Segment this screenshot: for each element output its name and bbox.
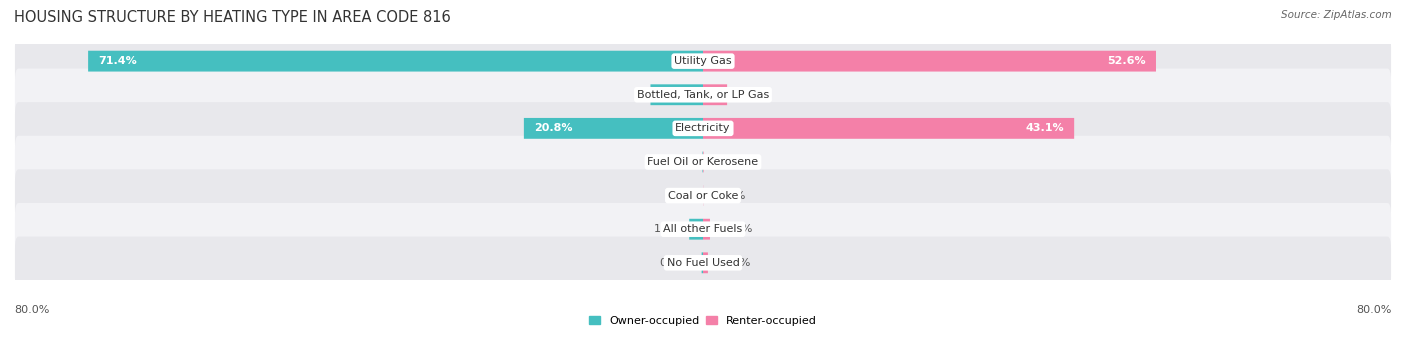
Text: HOUSING STRUCTURE BY HEATING TYPE IN AREA CODE 816: HOUSING STRUCTURE BY HEATING TYPE IN ARE… (14, 10, 451, 25)
FancyBboxPatch shape (651, 84, 703, 105)
FancyBboxPatch shape (703, 84, 727, 105)
Text: 1.6%: 1.6% (654, 224, 682, 234)
Text: 0.07%: 0.07% (710, 157, 745, 167)
FancyBboxPatch shape (689, 219, 703, 240)
Text: 52.6%: 52.6% (1107, 56, 1146, 66)
FancyBboxPatch shape (15, 102, 1391, 154)
FancyBboxPatch shape (15, 169, 1391, 222)
Text: No Fuel Used: No Fuel Used (666, 258, 740, 268)
FancyBboxPatch shape (89, 51, 703, 72)
Text: Bottled, Tank, or LP Gas: Bottled, Tank, or LP Gas (637, 90, 769, 100)
Text: Electricity: Electricity (675, 123, 731, 133)
Text: 80.0%: 80.0% (14, 305, 49, 315)
Text: 0.57%: 0.57% (714, 258, 751, 268)
Text: 20.8%: 20.8% (534, 123, 572, 133)
Text: 71.4%: 71.4% (98, 56, 138, 66)
Text: 43.1%: 43.1% (1025, 123, 1064, 133)
Text: Source: ZipAtlas.com: Source: ZipAtlas.com (1281, 10, 1392, 20)
FancyBboxPatch shape (15, 203, 1391, 255)
Text: 6.1%: 6.1% (661, 90, 692, 100)
Text: Utility Gas: Utility Gas (675, 56, 731, 66)
Legend: Owner-occupied, Renter-occupied: Owner-occupied, Renter-occupied (589, 316, 817, 326)
FancyBboxPatch shape (15, 237, 1391, 289)
Text: 0.06%: 0.06% (661, 157, 696, 167)
Text: All other Fuels: All other Fuels (664, 224, 742, 234)
FancyBboxPatch shape (15, 69, 1391, 121)
Text: 80.0%: 80.0% (1357, 305, 1392, 315)
Text: 0.02%: 0.02% (710, 191, 745, 201)
Text: 0.16%: 0.16% (659, 258, 695, 268)
FancyBboxPatch shape (703, 219, 710, 240)
Text: Fuel Oil or Kerosene: Fuel Oil or Kerosene (647, 157, 759, 167)
FancyBboxPatch shape (15, 136, 1391, 188)
Text: Coal or Coke: Coal or Coke (668, 191, 738, 201)
Text: 2.8%: 2.8% (734, 90, 762, 100)
FancyBboxPatch shape (703, 51, 1156, 72)
Text: 0.81%: 0.81% (717, 224, 752, 234)
FancyBboxPatch shape (703, 252, 707, 273)
FancyBboxPatch shape (524, 118, 703, 139)
FancyBboxPatch shape (15, 35, 1391, 87)
FancyBboxPatch shape (703, 118, 1074, 139)
Text: 0.0%: 0.0% (668, 191, 696, 201)
